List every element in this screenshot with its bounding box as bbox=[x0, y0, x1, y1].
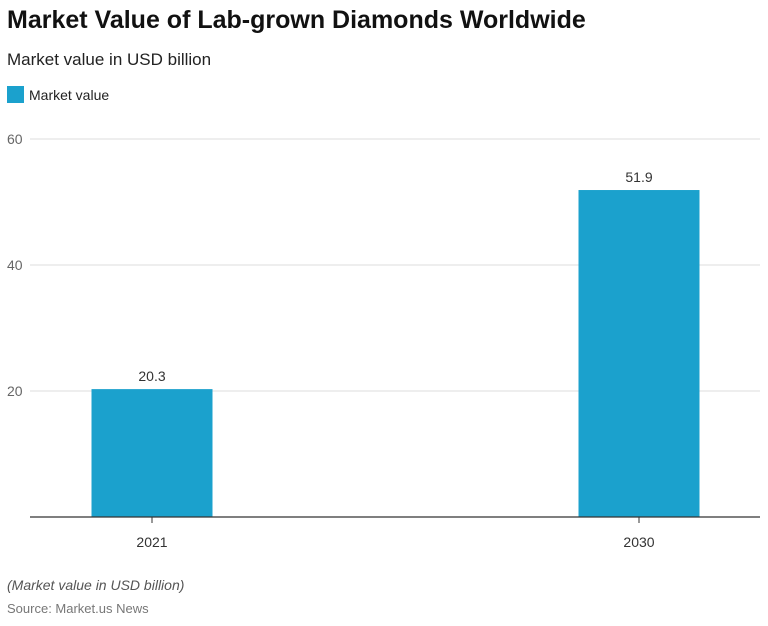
y-tick-label: 40 bbox=[7, 257, 23, 273]
chart-source: Source: Market.us News bbox=[7, 601, 149, 616]
legend-swatch bbox=[7, 86, 24, 103]
y-tick-label: 20 bbox=[7, 383, 23, 399]
data-label: 51.9 bbox=[625, 169, 652, 185]
legend-label: Market value bbox=[29, 86, 110, 103]
x-tick-label: 2030 bbox=[623, 534, 654, 550]
bar-2021 bbox=[91, 389, 213, 517]
x-tick-label: 2021 bbox=[136, 534, 167, 550]
chart-subtitle: Market value in USD billion bbox=[7, 50, 212, 69]
bar-2030 bbox=[578, 190, 700, 517]
y-tick-label: 60 bbox=[7, 131, 23, 147]
data-label: 20.3 bbox=[138, 368, 165, 384]
chart-note: (Market value in USD billion) bbox=[7, 577, 185, 593]
legend: Market value bbox=[7, 86, 109, 103]
chart-title: Market Value of Lab-grown Diamonds World… bbox=[7, 6, 586, 34]
